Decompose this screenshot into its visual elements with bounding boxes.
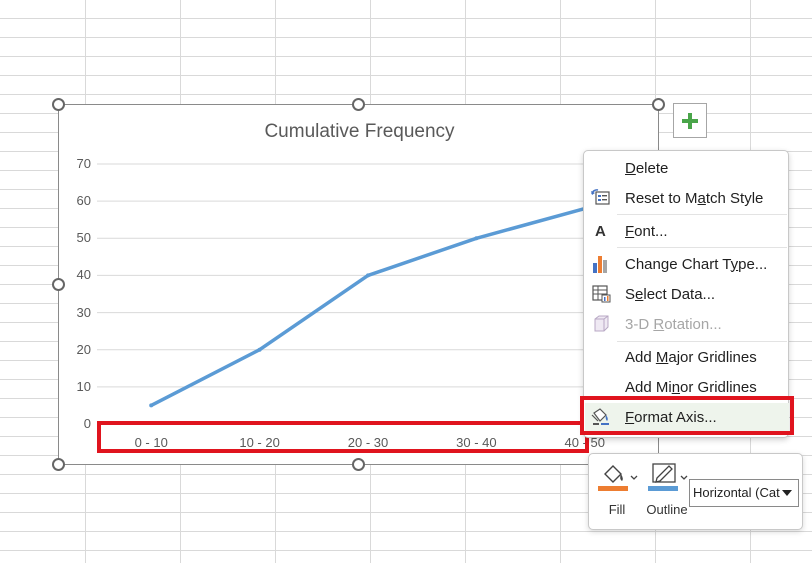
chart-area[interactable]: Cumulative Frequency 0 10 20 30 40 50 60 70 0 -… <box>58 104 659 465</box>
pen-icon <box>648 463 688 491</box>
menu-item-change-chart-type[interactable]: Change Chart Type... <box>585 250 789 278</box>
outline-button[interactable]: Outline <box>643 460 691 526</box>
mini-toolbar: Fill Outline Horizontal (Cat <box>588 453 803 530</box>
chart-element-select[interactable]: Horizontal (Cat <box>689 479 799 507</box>
resize-handle-left[interactable] <box>52 278 65 291</box>
menu-separator <box>617 247 787 248</box>
x-tick-label[interactable]: 30 - 40 <box>456 435 497 450</box>
paint-bucket-icon <box>598 465 638 491</box>
menu-item-3d-rotation: 3-D Rotation... <box>585 310 789 338</box>
reset-style-icon <box>591 189 610 205</box>
outline-label: Outline <box>646 502 688 517</box>
axis-highlight-box <box>97 421 589 453</box>
chart-element-select-value: Horizontal (Cat <box>693 485 780 500</box>
x-tick-label[interactable]: 10 - 20 <box>239 435 280 450</box>
resize-handle-top-right[interactable] <box>652 98 665 111</box>
format-axis-highlight-box <box>580 396 794 435</box>
data-point[interactable] <box>149 403 154 408</box>
fill-button[interactable]: Fill <box>593 460 641 526</box>
y-tick-label: 10 <box>76 378 91 394</box>
y-tick-label: 30 <box>76 304 91 320</box>
menu-item-select-data[interactable]: Select Data... <box>585 280 789 308</box>
menu-separator <box>617 341 787 342</box>
format-axis-icon <box>591 408 609 425</box>
menu-item-reset-to-match-style[interactable]: Reset to Match Style <box>585 184 789 212</box>
plus-icon <box>682 112 698 129</box>
resize-handle-top[interactable] <box>352 98 365 111</box>
x-tick-label[interactable]: 20 - 30 <box>347 435 389 450</box>
3d-rotation-icon <box>594 315 609 332</box>
menu-item-delete[interactable]: Delete <box>625 159 669 177</box>
menu-item-add-major-gridlines[interactable]: Add Major Gridlines <box>625 348 757 366</box>
resize-handle-bottom[interactable] <box>352 458 365 471</box>
data-point[interactable] <box>257 347 262 352</box>
y-tick-label: 40 <box>76 267 91 283</box>
menu-item-font[interactable]: A Font... <box>585 217 789 245</box>
plot-area[interactable] <box>59 105 660 466</box>
menu-item-add-minor-gridlines[interactable]: Add Minor Gridlines <box>625 378 757 396</box>
fill-label: Fill <box>608 502 626 517</box>
font-icon: A <box>595 223 606 240</box>
x-tick-label[interactable]: 0 - 10 <box>134 435 168 450</box>
resize-handle-bottom-left[interactable] <box>52 458 65 471</box>
chart-title[interactable]: Cumulative Frequency <box>264 121 455 142</box>
data-point[interactable] <box>366 273 370 278</box>
chart-elements-button[interactable] <box>673 103 707 138</box>
select-data-icon <box>592 285 611 303</box>
y-tick-label: 70 <box>76 156 91 171</box>
resize-handle-top-left[interactable] <box>52 98 65 111</box>
x-tick-label[interactable]: 40 - 50 <box>564 435 606 450</box>
y-tick-label: 60 <box>76 193 91 209</box>
y-tick-label: 0 <box>83 416 91 431</box>
context-menu: Delete Reset to Match Style A Font... Ch… <box>583 150 789 438</box>
dropdown-arrow-icon <box>782 490 792 496</box>
data-point[interactable] <box>474 236 479 241</box>
y-tick-label: 50 <box>76 230 91 246</box>
chart-type-icon <box>593 256 607 273</box>
svg-text:A: A <box>595 223 606 240</box>
menu-separator <box>617 214 787 215</box>
y-tick-label: 20 <box>76 341 91 357</box>
menu-item-format-axis[interactable]: Format Axis... <box>585 403 789 431</box>
